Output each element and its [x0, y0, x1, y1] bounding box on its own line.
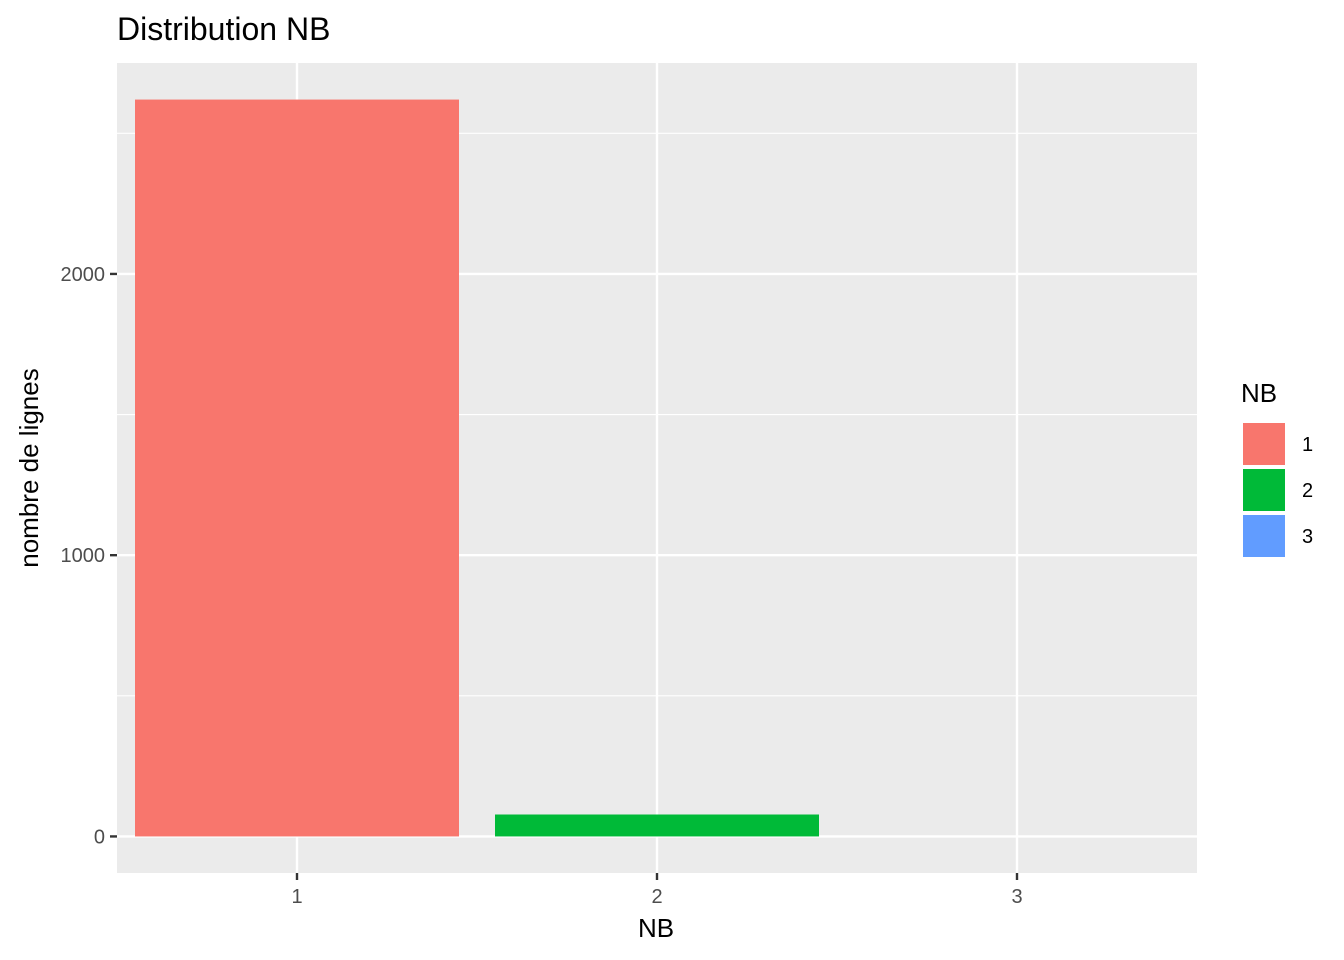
x-axis: 1 2 3: [291, 873, 1023, 908]
x-tick-label: 2: [651, 886, 662, 908]
legend-key-1: [1241, 421, 1287, 467]
x-tick-label: 1: [291, 886, 302, 908]
legend: NB 1 2 3: [1241, 378, 1313, 559]
y-tick-label: 1000: [61, 545, 106, 567]
legend-title: NB: [1241, 378, 1277, 408]
y-tick-label: 0: [94, 826, 105, 848]
legend-key-2: [1241, 467, 1287, 513]
chart-title: Distribution NB: [117, 11, 330, 47]
y-axis: 0 1000 2000: [61, 264, 117, 848]
legend-key-3: [1241, 513, 1287, 559]
bars: [135, 99, 819, 837]
x-tick-label: 3: [1011, 886, 1022, 908]
bar-1: [135, 99, 459, 837]
x-axis-title: NB: [638, 913, 674, 943]
y-axis-title: nombre de lignes: [14, 368, 44, 567]
legend-label: 2: [1302, 480, 1313, 502]
bar-2: [495, 814, 819, 837]
y-tick-label: 2000: [61, 264, 106, 286]
legend-label: 1: [1302, 434, 1313, 456]
legend-label: 3: [1302, 526, 1313, 548]
